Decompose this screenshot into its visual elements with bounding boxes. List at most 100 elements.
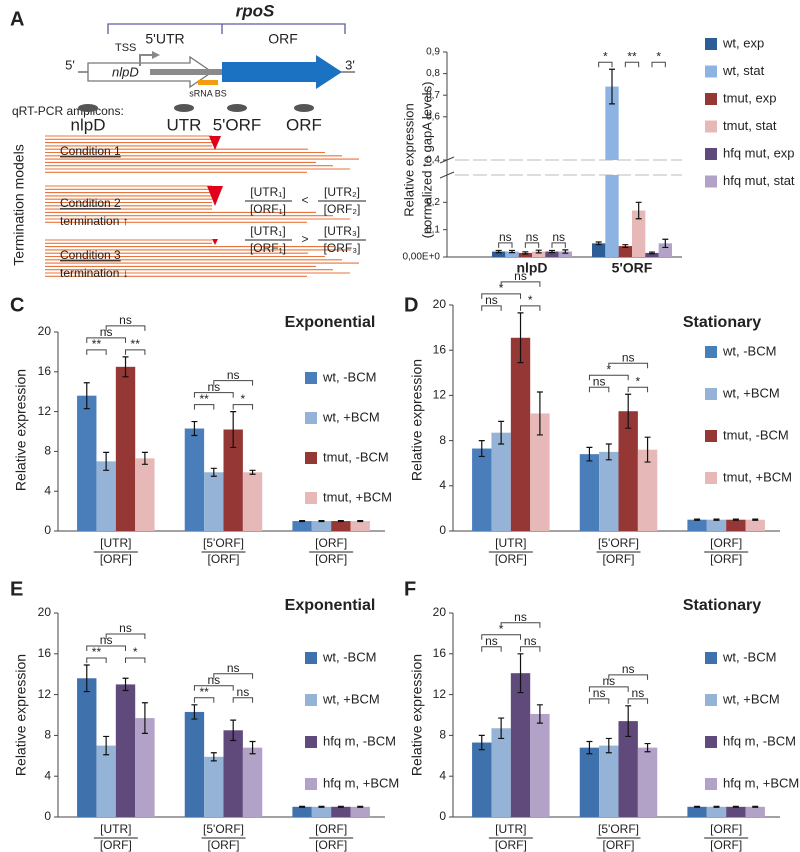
bar (658, 243, 672, 257)
region-label: 5'UTR (145, 31, 184, 47)
termination-mark (207, 186, 223, 206)
significance-label: ns (485, 293, 498, 307)
significance-bracket (624, 61, 640, 68)
legend-swatch (305, 492, 317, 504)
panel-label: D (404, 294, 418, 316)
legend-label: hfq mut, stat (723, 173, 795, 188)
panel-label: E (10, 578, 23, 600)
legend-label: hfq m, +BCM (723, 775, 799, 790)
bar (605, 175, 619, 257)
srna-label: sRNA BS (189, 88, 227, 98)
error-bar (230, 719, 237, 742)
significance-label: ns (100, 325, 113, 339)
y-tick-label: 20 (38, 605, 52, 619)
significance-label: * (499, 622, 504, 636)
category-numerator: [UTR] (495, 536, 526, 550)
significance-bracket (193, 392, 234, 398)
chart-title: Exponential (285, 597, 376, 614)
amplicon (174, 104, 194, 112)
significance-label: * (603, 49, 608, 63)
significance-bracket (86, 349, 107, 355)
significance-label: ns (227, 661, 240, 675)
significance-bracket (481, 646, 502, 652)
legend-swatch (705, 388, 717, 400)
bar (204, 472, 224, 531)
significance-bracket (500, 281, 541, 287)
bar (618, 721, 638, 817)
significance-bracket (105, 633, 146, 640)
significance-bracket (598, 61, 613, 68)
panel-label: F (404, 578, 416, 600)
error-bar (249, 740, 256, 755)
chart-title: Exponential (285, 314, 376, 331)
fraction-part: [ORF₁] (250, 202, 286, 216)
legend-swatch (305, 778, 317, 790)
error-bar (713, 805, 720, 808)
significance-label: * (636, 374, 641, 388)
significance-label: ** (131, 337, 141, 351)
error-bar (318, 805, 325, 808)
bar (637, 449, 658, 531)
amplicons-label: qRT-PCR amplicons: (12, 104, 124, 118)
y-tick-label: 0,6 (426, 111, 440, 122)
bar (530, 413, 550, 531)
bar (687, 806, 707, 817)
significance-bracket (232, 697, 254, 703)
error-bar (595, 241, 602, 246)
significance-bracket (125, 349, 146, 355)
fraction-part: [ORF₁] (250, 241, 286, 255)
significance-label: ns (514, 269, 527, 283)
bar (745, 806, 765, 817)
legend-label: tmut, exp (723, 90, 776, 105)
legend-label: wt, exp (722, 35, 764, 50)
legend-swatch (705, 120, 717, 133)
transcripts (45, 135, 359, 277)
error-bar (713, 518, 720, 521)
error-bar (605, 737, 612, 754)
significance-bracket (500, 622, 541, 628)
significance-label: * (528, 293, 533, 307)
models-label: Termination models (11, 144, 27, 265)
y-tick-label: 0,9 (426, 47, 440, 58)
condition-label: Condition 1 (60, 144, 121, 158)
y-tick-label: 8 (439, 433, 446, 447)
y-tick-label: 0 (439, 523, 446, 537)
significance-label: ns (526, 230, 539, 244)
significance-label: ns (207, 673, 220, 687)
y-tick-label: 0 (44, 523, 51, 537)
bar (184, 711, 205, 817)
condition-label: Condition 2 (60, 196, 121, 210)
error-bar (644, 436, 651, 463)
significance-label: ns (227, 368, 240, 382)
error-bar (210, 752, 217, 762)
x-tick-label: 5'ORF (612, 260, 653, 276)
termination-mark (209, 136, 221, 150)
y-axis-label: Relative expression (409, 654, 425, 776)
significance-bracket (588, 374, 629, 381)
error-bar (536, 391, 543, 436)
fraction-part: [UTR₁] (250, 185, 285, 199)
legend-label: tmut, +BCM (723, 469, 792, 484)
y-tick-label: 8 (44, 728, 51, 742)
bar (592, 243, 606, 257)
significance-label: ** (199, 392, 209, 406)
legend-swatch (305, 452, 317, 464)
tss-arrow (139, 54, 152, 66)
bar (350, 806, 370, 817)
significance-bracket (232, 404, 254, 410)
error-bar (299, 805, 306, 808)
category-numerator: [ORF] (315, 536, 347, 550)
legend-swatch (305, 736, 317, 748)
gene-label: nlpD (112, 64, 139, 79)
significance-label: ns (119, 313, 132, 327)
error-bar (337, 519, 344, 523)
bar (77, 395, 97, 531)
bar (637, 747, 658, 817)
category-numerator: [ORF] (710, 536, 742, 550)
error-bar (635, 201, 642, 220)
bar (558, 251, 572, 257)
y-axis-label: Relative expression (409, 359, 425, 481)
category-numerator: [5'ORF] (598, 536, 639, 550)
bar (96, 745, 116, 817)
significance-label: ** (92, 337, 102, 351)
